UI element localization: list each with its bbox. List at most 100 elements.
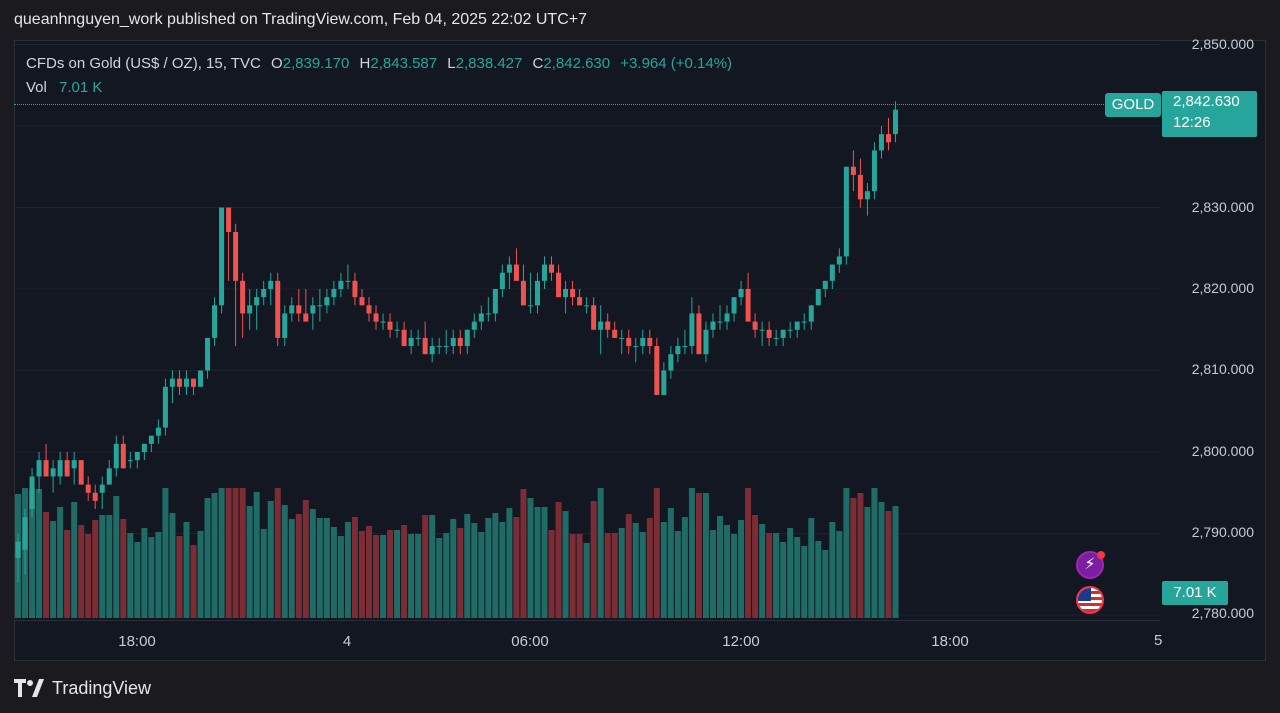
candle[interactable]	[598, 305, 603, 354]
candle[interactable]	[802, 313, 807, 329]
candle[interactable]	[402, 322, 407, 346]
candle[interactable]	[675, 338, 680, 362]
time-axis[interactable]: 18:00 4 06:00 12:00 18:00	[14, 620, 1160, 661]
candle[interactable]	[654, 338, 659, 395]
candle[interactable]	[72, 452, 77, 485]
candle[interactable]	[338, 273, 343, 297]
candle[interactable]	[725, 305, 730, 329]
candle[interactable]	[584, 297, 589, 313]
candle[interactable]	[563, 281, 568, 314]
candle[interactable]	[830, 265, 835, 289]
candle[interactable]	[626, 330, 631, 354]
candle[interactable]	[219, 208, 224, 314]
candle[interactable]	[58, 452, 63, 485]
candle[interactable]	[781, 330, 786, 346]
candle[interactable]	[465, 330, 470, 354]
candle[interactable]	[879, 126, 884, 159]
us-flag-icon[interactable]	[1076, 586, 1104, 614]
candle[interactable]	[261, 281, 266, 305]
candle[interactable]	[451, 330, 456, 354]
candle[interactable]	[303, 289, 308, 322]
candle[interactable]	[423, 322, 428, 355]
candle[interactable]	[430, 338, 435, 362]
candle[interactable]	[703, 322, 708, 363]
candle[interactable]	[479, 305, 484, 329]
candle[interactable]	[760, 322, 765, 346]
candle[interactable]	[395, 322, 400, 338]
candle[interactable]	[409, 330, 414, 354]
candle[interactable]	[184, 371, 189, 395]
candle[interactable]	[521, 265, 526, 306]
candle[interactable]	[324, 289, 329, 313]
candle[interactable]	[156, 419, 161, 443]
candle[interactable]	[191, 379, 196, 395]
candle[interactable]	[51, 460, 56, 493]
candle[interactable]	[682, 330, 687, 354]
candle[interactable]	[121, 436, 126, 469]
candle[interactable]	[310, 297, 315, 330]
candle[interactable]	[44, 444, 49, 477]
candle[interactable]	[352, 273, 357, 306]
candle[interactable]	[374, 305, 379, 329]
candle[interactable]	[844, 167, 849, 265]
candle[interactable]	[114, 436, 119, 477]
candle[interactable]	[331, 281, 336, 305]
candle[interactable]	[739, 281, 744, 305]
candle[interactable]	[746, 273, 751, 322]
candle[interactable]	[212, 297, 217, 346]
candle[interactable]	[577, 289, 582, 305]
candle[interactable]	[416, 330, 421, 346]
candle[interactable]	[809, 305, 814, 329]
candle[interactable]	[858, 159, 863, 208]
candle[interactable]	[128, 452, 133, 468]
candle[interactable]	[135, 452, 140, 468]
candle[interactable]	[254, 289, 259, 330]
candle[interactable]	[163, 379, 168, 436]
candle[interactable]	[718, 305, 723, 329]
candle[interactable]	[37, 452, 42, 493]
candle[interactable]	[619, 330, 624, 354]
candle[interactable]	[696, 305, 701, 354]
candle[interactable]	[65, 452, 70, 476]
candle[interactable]	[633, 338, 638, 362]
candle[interactable]	[198, 371, 203, 387]
candle[interactable]	[893, 102, 898, 143]
candle[interactable]	[458, 330, 463, 354]
candle[interactable]	[528, 273, 533, 314]
candle[interactable]	[388, 313, 393, 337]
candle[interactable]	[437, 338, 442, 354]
candle[interactable]	[767, 322, 772, 346]
candle[interactable]	[689, 297, 694, 354]
candle[interactable]	[865, 183, 870, 216]
candle[interactable]	[100, 476, 105, 509]
candle[interactable]	[872, 142, 877, 199]
candle[interactable]	[275, 273, 280, 346]
candle[interactable]	[591, 297, 596, 330]
candle[interactable]	[149, 436, 154, 452]
candle[interactable]	[556, 265, 561, 298]
candle[interactable]	[732, 297, 737, 321]
candle[interactable]	[535, 273, 540, 314]
candle[interactable]	[514, 248, 519, 281]
candle[interactable]	[472, 313, 477, 337]
candle[interactable]	[886, 118, 891, 151]
candle[interactable]	[282, 305, 287, 346]
candle[interactable]	[93, 485, 98, 509]
candle[interactable]	[837, 248, 842, 272]
candle[interactable]	[317, 289, 322, 322]
candle[interactable]	[493, 289, 498, 322]
candle[interactable]	[668, 346, 673, 379]
candle[interactable]	[640, 330, 645, 354]
candle[interactable]	[177, 371, 182, 395]
candle[interactable]	[444, 330, 449, 354]
candle[interactable]	[170, 371, 175, 404]
candle[interactable]	[661, 362, 666, 395]
candle[interactable]	[205, 338, 210, 379]
candle[interactable]	[542, 256, 547, 289]
candle[interactable]	[500, 265, 505, 298]
candle[interactable]	[795, 322, 800, 338]
candle[interactable]	[549, 256, 554, 280]
candle[interactable]	[710, 313, 715, 337]
candle[interactable]	[486, 297, 491, 321]
candle[interactable]	[788, 322, 793, 338]
